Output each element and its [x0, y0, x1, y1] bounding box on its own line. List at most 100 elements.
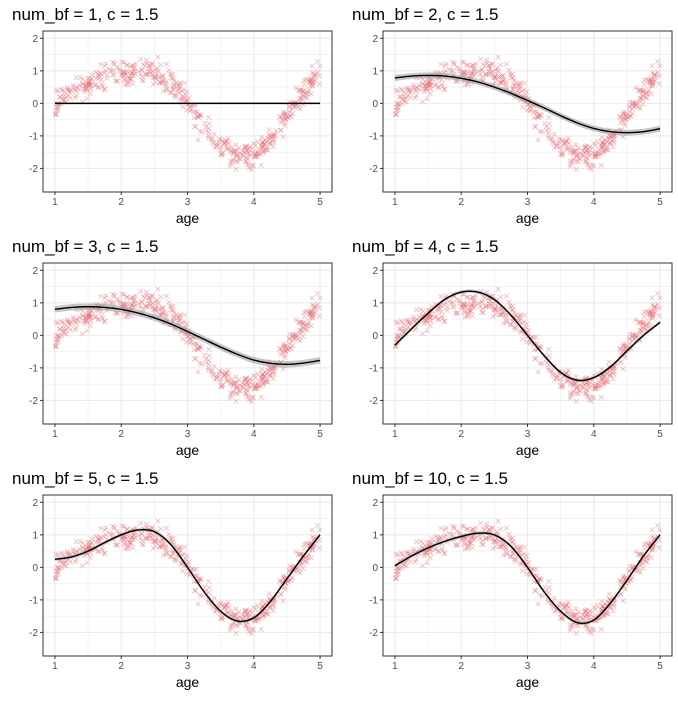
data-point: [163, 61, 169, 67]
data-point: [443, 525, 449, 531]
data-point: [412, 86, 418, 93]
data-point: [80, 76, 86, 83]
data-point: [509, 303, 516, 309]
data-point: [590, 613, 596, 619]
data-point: [148, 533, 154, 540]
data-point: [233, 606, 239, 612]
data-point: [602, 137, 608, 143]
data-point: [655, 69, 661, 75]
data-point: [484, 535, 490, 541]
data-point: [441, 87, 448, 93]
data-point: [176, 315, 183, 321]
data-point: [309, 70, 315, 76]
data-point: [233, 142, 239, 148]
y-tick-label: -1: [369, 363, 378, 374]
data-point: [435, 85, 441, 91]
data-point: [558, 383, 564, 389]
data-point: [598, 626, 604, 632]
data-point: [575, 383, 581, 389]
data-point: [267, 368, 273, 374]
data-point: [606, 359, 612, 365]
data-point: [582, 145, 588, 151]
data-point: [316, 545, 323, 551]
data-point: [393, 575, 399, 581]
panel-title: num_bf = 1, c = 1.5: [12, 5, 158, 24]
data-point: [527, 108, 533, 114]
data-point: [448, 532, 454, 538]
data-point: [271, 131, 277, 137]
data-point: [608, 140, 614, 146]
data-point: [199, 593, 205, 599]
data-point: [404, 549, 410, 555]
data-point: [531, 109, 537, 115]
y-tick-label: 0: [32, 99, 38, 110]
data-point: [168, 75, 175, 81]
data-point: [517, 544, 523, 550]
data-point: [511, 309, 517, 315]
data-point: [317, 63, 323, 69]
data-point: [260, 380, 266, 386]
data-point: [311, 74, 317, 80]
data-point: [576, 156, 582, 162]
data-point: [53, 87, 59, 94]
x-tick-label: 1: [392, 197, 398, 208]
data-point: [394, 101, 400, 107]
data-point: [589, 630, 595, 636]
data-point: [253, 606, 259, 612]
x-tick-label: 4: [591, 661, 597, 672]
data-point: [562, 604, 568, 610]
data-point: [620, 366, 626, 372]
data-point: [536, 114, 542, 120]
data-point: [591, 395, 597, 401]
data-point: [600, 149, 606, 156]
data-point: [461, 540, 467, 547]
data-point: [163, 83, 169, 89]
data-point: [83, 82, 89, 88]
data-point: [60, 87, 66, 93]
data-point: [508, 539, 515, 545]
data-point: [641, 313, 647, 320]
data-point: [53, 571, 59, 577]
data-point: [84, 544, 90, 550]
data-point: [419, 563, 425, 569]
data-point: [420, 308, 426, 315]
data-point: [310, 79, 316, 85]
data-point: [516, 83, 523, 89]
data-point: [564, 145, 570, 151]
data-point: [84, 560, 90, 566]
data-point: [569, 144, 575, 150]
data-point: [470, 295, 476, 301]
x-tick-label: 4: [591, 429, 597, 440]
data-point: [644, 559, 650, 565]
data-point: [395, 107, 401, 113]
data-point: [79, 313, 85, 319]
data-point: [278, 127, 284, 133]
data-point: [144, 292, 150, 298]
data-point: [503, 319, 509, 325]
data-point: [316, 313, 323, 319]
data-point: [95, 85, 101, 91]
data-point: [53, 111, 59, 117]
x-axis-label: age: [516, 442, 540, 458]
data-point: [492, 311, 499, 317]
data-point: [520, 336, 526, 342]
data-point: [626, 103, 632, 109]
data-point: [144, 535, 150, 541]
data-point: [53, 107, 59, 113]
data-point: [260, 381, 266, 388]
data-point: [206, 578, 212, 584]
data-point: [602, 373, 608, 379]
scatter-points: [52, 286, 323, 404]
data-point: [534, 113, 540, 120]
data-point: [277, 578, 283, 584]
data-point: [73, 92, 79, 99]
data-point: [218, 383, 224, 389]
data-point: [600, 380, 606, 386]
data-point: [282, 113, 288, 119]
data-point: [129, 81, 135, 87]
data-point: [654, 290, 661, 296]
data-point: [87, 80, 93, 86]
data-point: [395, 571, 401, 577]
data-point: [98, 61, 104, 67]
data-point: [480, 525, 486, 531]
